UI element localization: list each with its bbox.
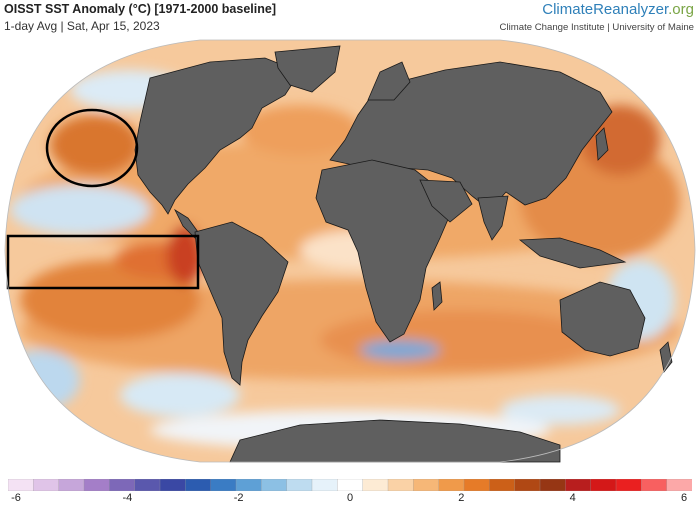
colorbar-cell: [463, 478, 490, 492]
colorbar-cell: [235, 478, 262, 492]
colorbar-cell: [33, 478, 60, 492]
colorbar: [7, 478, 693, 492]
colorbar-cell: [438, 478, 465, 492]
colorbar-cell: [565, 478, 592, 492]
colorbar-cell: [514, 478, 541, 492]
colorbar-cell: [413, 478, 440, 492]
colorbar-cell: [362, 478, 389, 492]
globe-outline: [4, 39, 696, 463]
land-greenland: [274, 45, 341, 93]
brand-affiliation: Climate Change Institute | University of…: [499, 22, 694, 33]
land-madagascar: [431, 281, 443, 311]
land-arabia: [419, 179, 473, 223]
land-south-america: [194, 221, 289, 386]
land-scandinavia: [367, 61, 411, 101]
colorbar-cell: [58, 478, 85, 492]
colorbar-cell: [615, 478, 642, 492]
colorbar-tick-label: 0: [346, 492, 354, 504]
colorbar-tick-label: -2: [233, 492, 244, 504]
colorbar-cell: [387, 478, 414, 492]
land-india: [477, 195, 509, 241]
brand-name: ClimateReanalyzer: [542, 1, 669, 18]
colorbar-cell: [261, 478, 288, 492]
colorbar-cell: [590, 478, 617, 492]
annotation-ellipse: [45, 108, 139, 188]
colorbar-cell: [311, 478, 338, 492]
land-australia: [559, 281, 646, 357]
colorbar-ticks: -6 -4 -2 0 2 4 6: [0, 492, 700, 508]
colorbar-cell: [489, 478, 516, 492]
colorbar-cell: [337, 478, 364, 492]
annotation-rectangle: [6, 234, 200, 290]
colorbar-cell: [134, 478, 161, 492]
colorbar-cell: [666, 478, 693, 492]
land-japan: [595, 127, 609, 161]
annotation-layer: [6, 108, 200, 290]
colorbar-cell: [210, 478, 237, 492]
colorbar-tick-label: 2: [458, 492, 465, 504]
colorbar-cell: [539, 478, 566, 492]
colorbar-gradient: [7, 478, 693, 492]
land-indonesia: [518, 237, 627, 269]
brand-logo[interactable]: ClimateReanalyzer.org: [542, 1, 694, 18]
colorbar-cell: [159, 478, 186, 492]
colorbar-cell: [286, 478, 313, 492]
colorbar-cell: [641, 478, 668, 492]
map-subtitle: 1-day Avg | Sat, Apr 15, 2023: [4, 19, 160, 33]
colorbar-tick-label: -4: [122, 492, 133, 504]
colorbar-cell: [109, 478, 136, 492]
colorbar-cell: [7, 478, 34, 492]
colorbar-tick-label: -6: [11, 492, 21, 504]
colorbar-tick-label: 4: [569, 492, 576, 504]
colorbar-tick-label: 6: [680, 492, 688, 504]
colorbar-cell: [185, 478, 212, 492]
colorbar-cell: [83, 478, 110, 492]
land-new-zealand: [659, 341, 673, 373]
land-layer: [134, 45, 673, 463]
brand-suffix: .org: [668, 1, 694, 18]
map-title: OISST SST Anomaly (°C) [1971-2000 baseli…: [4, 2, 276, 16]
